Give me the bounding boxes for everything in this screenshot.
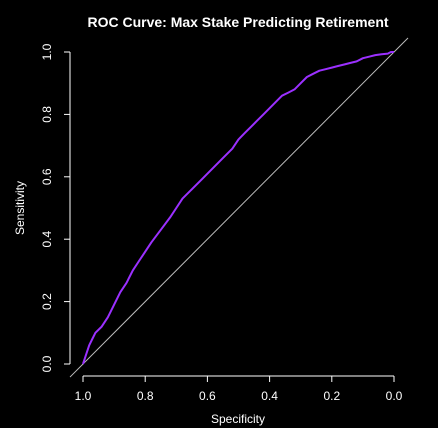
x-tick-label: 0.6 (199, 389, 216, 403)
roc-curve-line (82, 51, 394, 365)
diagonal-layer (69, 37, 409, 378)
y-tick-label: 0.4 (40, 231, 54, 248)
y-tick-label: 0.2 (40, 293, 54, 310)
y-tick-label: 1.0 (40, 43, 54, 60)
y-tick-label: 0.8 (40, 106, 54, 123)
y-axis-label: Sensitivity (13, 181, 27, 235)
x-tick-label: 0.2 (323, 389, 340, 403)
text-layer: ROC Curve: Max Stake Predicting Retireme… (13, 14, 403, 426)
x-tick-label: 0.8 (137, 389, 154, 403)
x-tick-label: 0.0 (386, 389, 403, 403)
curve-layer (82, 51, 394, 365)
x-axis-label: Specificity (211, 412, 265, 426)
x-tick-label: 0.4 (261, 389, 278, 403)
y-tick-label: 0.0 (40, 355, 54, 372)
x-tick-label: 1.0 (75, 389, 92, 403)
chart-title: ROC Curve: Max Stake Predicting Retireme… (87, 14, 388, 30)
y-tick-label: 0.6 (40, 168, 54, 185)
axes-layer (64, 51, 395, 382)
reference-diagonal-line (69, 37, 409, 378)
